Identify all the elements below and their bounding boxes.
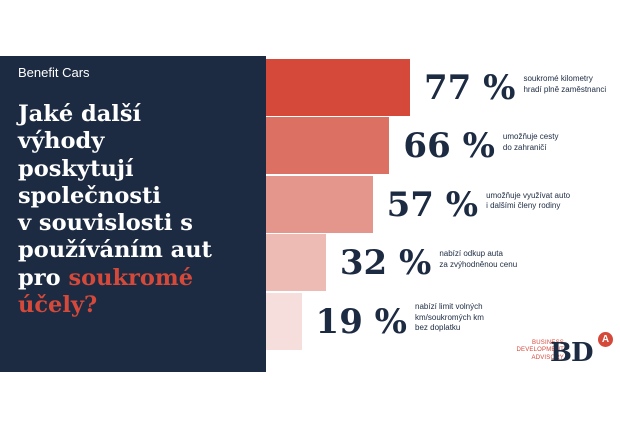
headline-line: Jaké další bbox=[18, 101, 142, 127]
headline: Jaké další výhody poskytují společnosti … bbox=[18, 101, 263, 319]
title-panel bbox=[0, 56, 266, 372]
logo-text-line: ADVISORY bbox=[531, 354, 564, 361]
headline-line: společnosti bbox=[18, 182, 161, 209]
value-label: 32 % bbox=[339, 243, 432, 284]
bar bbox=[266, 234, 326, 292]
bar bbox=[266, 292, 302, 350]
logo-text: BUSINESS DEVELOPMENT ADVISORY bbox=[508, 340, 564, 362]
category-label-line: do zahraničí bbox=[502, 142, 547, 152]
headline-line: poskytují bbox=[18, 155, 134, 182]
value-label: 77 % bbox=[424, 68, 516, 108]
headline-highlight: soukromé bbox=[68, 264, 194, 291]
logo-text-line: DEVELOPMENT bbox=[516, 347, 564, 354]
category-label: soukromé kilometry hradí plně zaměstnanci bbox=[523, 74, 620, 95]
headline-prefix: pro bbox=[18, 264, 69, 291]
headline-line: v souvislosti s bbox=[18, 210, 193, 237]
headline-line: používáním aut bbox=[18, 237, 212, 264]
category-label-line: umožňuje využívat auto bbox=[486, 190, 571, 200]
category-label-line: za zvýhodněnou cenu bbox=[439, 259, 518, 269]
headline-line: pro soukromé bbox=[18, 265, 263, 292]
value-label: 66 % bbox=[403, 126, 495, 167]
category-label: umožňuje cesty do zahraničí bbox=[503, 132, 613, 153]
bar bbox=[266, 117, 390, 175]
logo-badge: A bbox=[598, 332, 613, 347]
category-label-line: bez doplatku bbox=[415, 323, 461, 333]
category-label-line: nabízí odkup auta bbox=[439, 249, 503, 259]
logo-text-line: BUSINESS bbox=[532, 340, 564, 346]
category-label-line: hradí plně zaměstnanci bbox=[523, 84, 607, 94]
category-label-line: nabízí limit volných bbox=[415, 302, 483, 312]
category-label: nabízí limit volných km/soukromých km bez … bbox=[415, 302, 525, 334]
category-label-line: i dalšími členy rodiny bbox=[486, 201, 561, 211]
headline-highlight: účely? bbox=[18, 292, 98, 319]
value-label: 57 % bbox=[386, 184, 479, 225]
category-label: umožňuje využívat auto i dalšími členy ro… bbox=[486, 191, 596, 212]
category-label-line: km/soukromých km bbox=[415, 312, 484, 322]
category-label: nabízí odkup auta za zvýhodněnou cenu bbox=[439, 249, 549, 270]
logo-mark: BD bbox=[550, 338, 594, 368]
bar bbox=[266, 59, 410, 116]
category-label-line: soukromé kilometry bbox=[523, 74, 593, 83]
kicker-label: Benefit Cars bbox=[18, 65, 90, 80]
value-label: 19 % bbox=[315, 301, 407, 342]
category-label-line: umožňuje cesty bbox=[502, 132, 559, 142]
headline-line: výhody bbox=[18, 128, 105, 155]
bar bbox=[266, 175, 373, 233]
